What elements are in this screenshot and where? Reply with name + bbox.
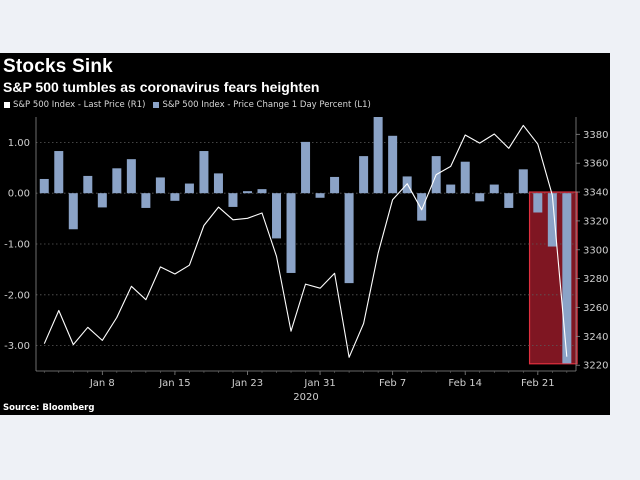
bar-price-change — [489, 184, 499, 194]
right-axis-tick-label: 3220 — [583, 361, 608, 372]
bar-price-change — [562, 193, 572, 364]
bar-price-change — [460, 161, 470, 194]
right-axis-tick-label: 3280 — [583, 274, 608, 285]
bar-price-change — [547, 193, 557, 247]
bar-price-change — [388, 135, 398, 194]
legend-swatch-price-change — [153, 102, 160, 108]
bar-price-change — [242, 191, 252, 194]
right-axis-tick-label: 3360 — [583, 159, 608, 170]
bar-price-change — [272, 193, 282, 239]
x-axis-tick-label: Feb 14 — [448, 378, 482, 389]
right-axis-tick-label: 3320 — [583, 216, 608, 227]
right-axis-tick-label: 3260 — [583, 303, 608, 314]
chart-plot: 1.00 0.00 -1.00 -2.00 -3.00 3380 3360 3340 3320 3… — [4, 117, 608, 403]
x-axis-tick-label: Feb 7 — [379, 378, 406, 389]
bar-price-change — [83, 175, 93, 194]
bar-price-change — [228, 193, 238, 207]
line-last-price — [43, 124, 568, 358]
bar-price-change — [97, 193, 107, 208]
x-axis-tick-label: Jan 15 — [158, 378, 190, 389]
bar-price-change — [54, 151, 64, 194]
right-axis-tick-label: 3300 — [583, 245, 608, 256]
chart-legend: S&P 500 Index - Last Price (R1) S&P 500 … — [4, 100, 371, 110]
bar-price-change — [417, 193, 427, 221]
bar-price-change — [213, 173, 223, 194]
right-axis-tick-label: 3340 — [583, 188, 608, 199]
bar-price-change — [155, 177, 165, 194]
bar-price-change — [533, 193, 543, 213]
right-axis-tick-label: 3380 — [583, 130, 608, 141]
bar-price-change — [68, 193, 78, 230]
bar-price-change — [286, 193, 296, 273]
x-axis-tick-label: Jan 8 — [89, 378, 115, 389]
bar-price-change — [359, 156, 369, 194]
x-axis-year-label: 2020 — [293, 392, 318, 403]
legend-item-last-price: S&P 500 Index - Last Price (R1) — [4, 100, 145, 110]
bar-price-change — [141, 193, 151, 208]
left-axis-tick-label: -2.00 — [4, 290, 30, 301]
chart-title: Stocks Sink — [3, 56, 113, 77]
bar-price-change — [170, 193, 180, 201]
bar-price-change — [330, 176, 340, 194]
left-axis-tick-label: 0.00 — [8, 189, 30, 200]
legend-label-price-change: S&P 500 Index - Price Change 1 Day Perce… — [162, 100, 371, 110]
bar-price-change — [344, 193, 354, 284]
bar-price-change — [184, 183, 194, 194]
left-axis-tick-label: 1.00 — [8, 138, 30, 149]
bar-price-change — [504, 193, 514, 208]
bar-price-change — [315, 193, 325, 198]
bar-price-change — [518, 169, 528, 194]
x-axis-tick-label: Jan 23 — [231, 378, 263, 389]
chart-panel: 1.00 0.00 -1.00 -2.00 -3.00 3380 3360 3340 3320 3… — [0, 53, 610, 415]
bar-price-change — [112, 168, 122, 194]
bar-price-change — [257, 189, 267, 194]
left-axis-tick-label: -1.00 — [4, 240, 30, 251]
bar-price-change — [475, 193, 485, 202]
bar-price-change — [373, 117, 383, 194]
bar-price-change — [39, 178, 49, 194]
bar-price-change — [301, 141, 311, 194]
bar-price-change — [199, 151, 209, 194]
right-axis-tick-label: 3240 — [583, 332, 608, 343]
bar-price-change — [446, 184, 456, 194]
chart-source: Source: Bloomberg — [3, 403, 95, 413]
legend-item-price-change: S&P 500 Index - Price Change 1 Day Perce… — [153, 100, 371, 110]
chart-subtitle: S&P 500 tumbles as coronavirus fears hei… — [3, 79, 320, 95]
left-axis-tick-label: -3.00 — [4, 341, 30, 352]
bar-price-change — [126, 159, 136, 194]
legend-swatch-last-price — [4, 102, 10, 108]
x-axis-tick-label: Feb 21 — [521, 378, 555, 389]
legend-label-last-price: S&P 500 Index - Last Price (R1) — [13, 100, 146, 110]
x-axis-tick-label: Jan 31 — [303, 378, 335, 389]
bar-price-change — [402, 176, 412, 194]
